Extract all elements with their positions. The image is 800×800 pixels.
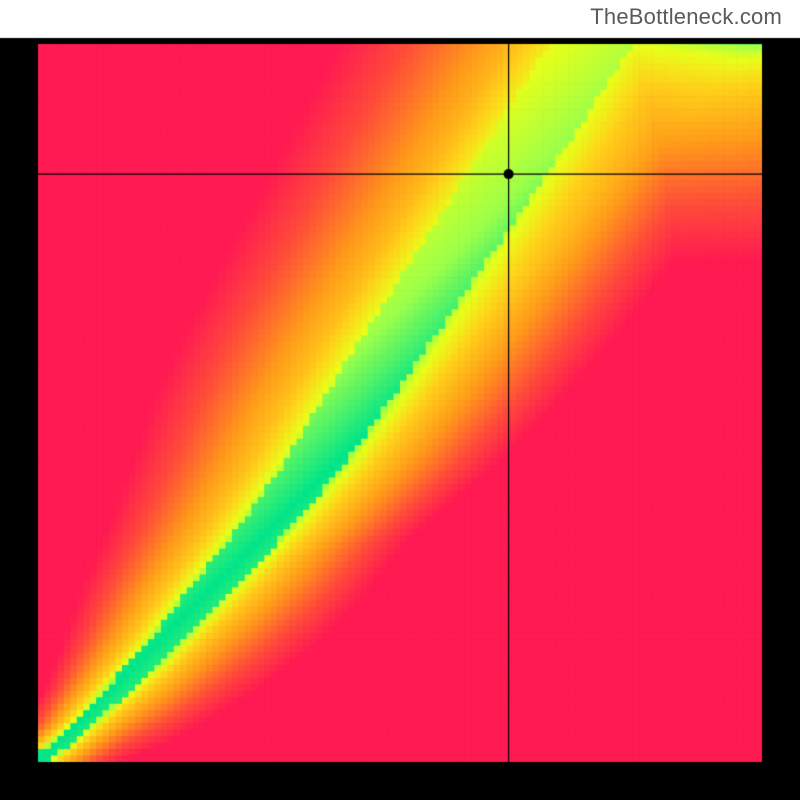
heatmap-canvas — [0, 0, 800, 800]
bottleneck-heatmap-chart: TheBottleneck.com — [0, 0, 800, 800]
attribution-label: TheBottleneck.com — [590, 4, 782, 30]
